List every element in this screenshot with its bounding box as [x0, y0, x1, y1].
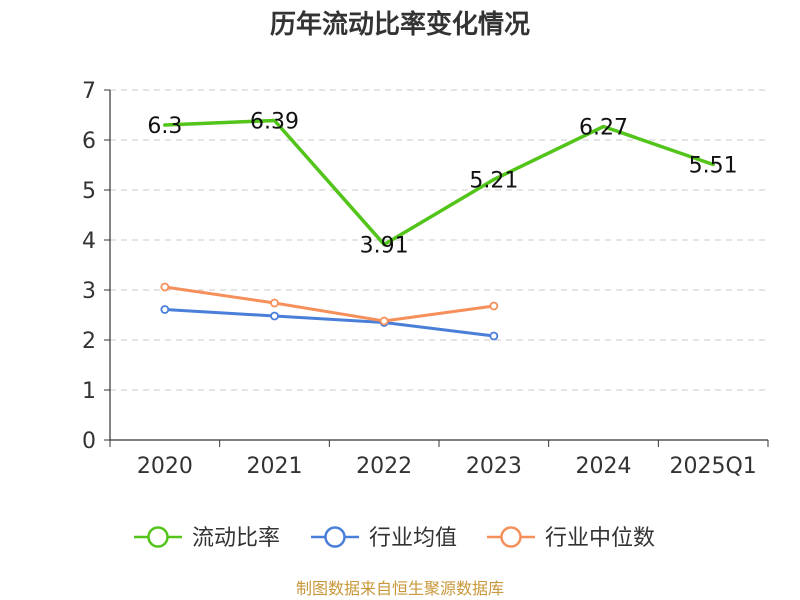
- legend-marker-0: [147, 526, 169, 548]
- y-tick-label: 3: [82, 279, 96, 304]
- series-point-2: [489, 301, 499, 311]
- x-tick-label: 2022: [356, 454, 412, 479]
- y-tick-label: 4: [82, 229, 96, 254]
- x-tick-label: 2023: [466, 454, 522, 479]
- legend-marker-1: [324, 526, 346, 548]
- y-tick-label: 2: [82, 329, 96, 354]
- legend-marker-2: [500, 526, 522, 548]
- data-label: 3.91: [360, 234, 409, 259]
- legend: 流动比率 行业均值 行业中位数: [134, 526, 655, 551]
- series-point-2: [160, 282, 170, 292]
- x-tick-label: 2025Q1: [670, 454, 757, 479]
- data-label: 6.39: [250, 110, 299, 135]
- series-line-2: [163, 285, 496, 323]
- legend-label-0: 流动比率: [192, 526, 280, 551]
- x-tick-label: 2024: [576, 454, 632, 479]
- data-label: 5.51: [689, 154, 738, 179]
- series-point-1: [270, 311, 279, 321]
- chart-title: 历年流动比率变化情况: [270, 9, 530, 40]
- series-lines: [160, 118, 715, 341]
- series-point-1: [160, 305, 170, 314]
- grid-lines: [110, 89, 768, 391]
- legend-label-2: 行业中位数: [545, 526, 655, 551]
- y-tick-label: 7: [82, 79, 96, 104]
- series-point-1: [489, 331, 499, 341]
- x-tick-label: 2020: [137, 454, 193, 479]
- legend-label-1: 行业均值: [369, 526, 457, 551]
- series-line-1: [163, 308, 496, 338]
- series-point-2: [270, 298, 279, 308]
- series-line-0: [163, 118, 715, 247]
- data-label: 6.3: [147, 114, 182, 139]
- y-tick-label: 0: [82, 429, 96, 454]
- data-labels: 6.3 6.39 3.91 5.21 6.27 5.51: [147, 110, 737, 259]
- y-tick-label: 1: [82, 379, 96, 404]
- y-tick-label: 6: [82, 129, 96, 154]
- x-tick-label: 2021: [247, 454, 303, 479]
- series-point-2: [379, 316, 389, 326]
- source-note: 制图数据来自恒生聚源数据库: [296, 579, 504, 598]
- y-tick-label: 5: [82, 179, 96, 204]
- axes: 0 1 2 3 4 5 6 7 2020 2021 2022 2023 2024 2025Q1: [82, 79, 769, 479]
- data-label: 5.21: [469, 169, 518, 194]
- data-label: 6.27: [579, 116, 628, 141]
